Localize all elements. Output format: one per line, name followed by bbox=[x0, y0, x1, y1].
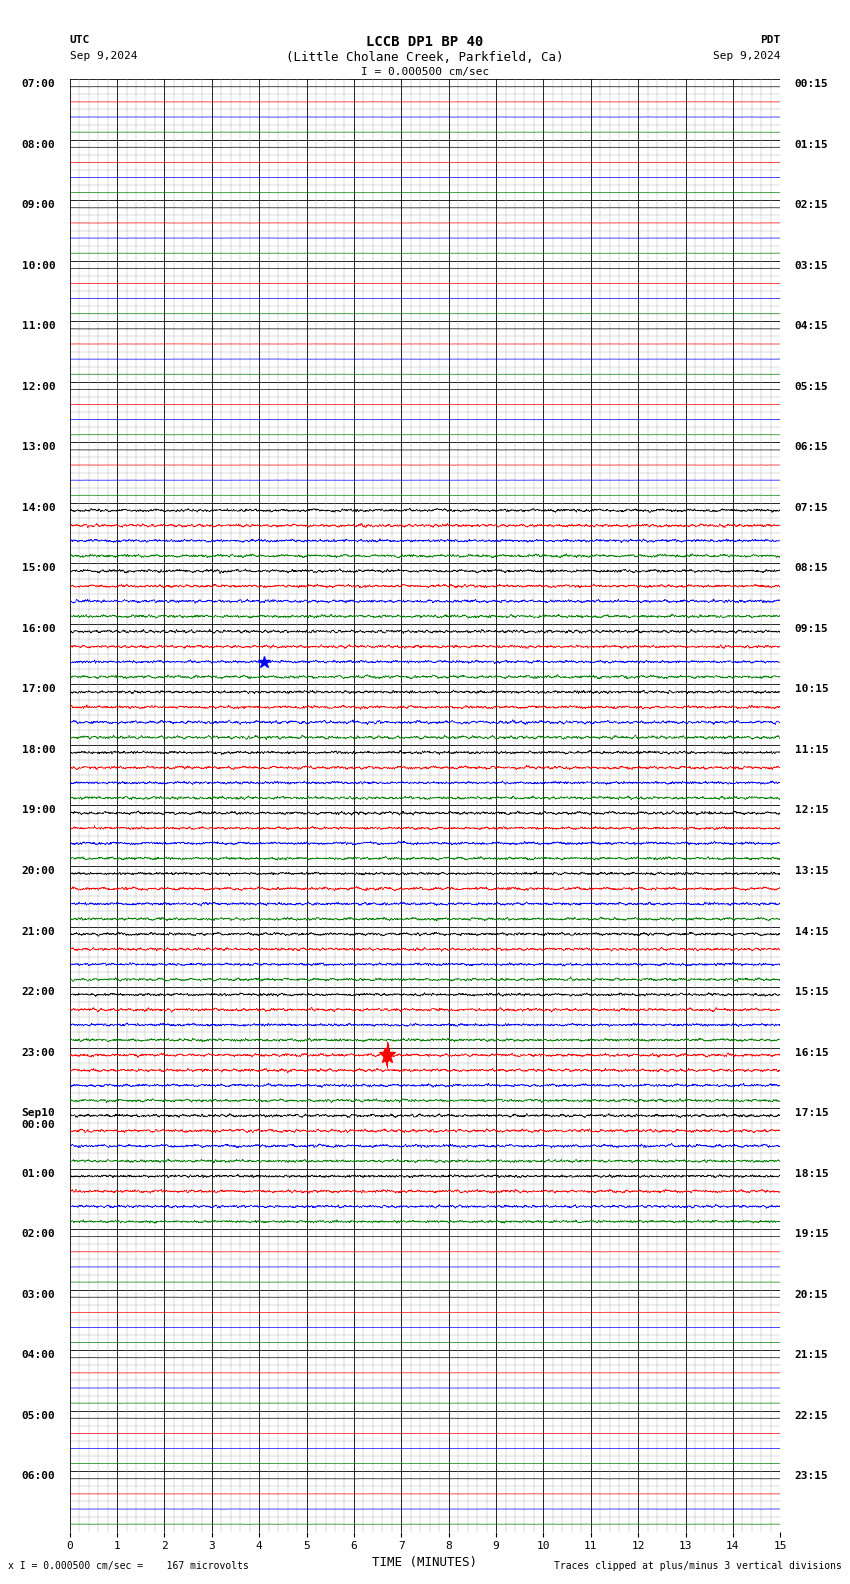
Text: 14:15: 14:15 bbox=[795, 927, 828, 936]
Text: 13:15: 13:15 bbox=[795, 866, 828, 876]
Text: 03:15: 03:15 bbox=[795, 261, 828, 271]
Text: 23:15: 23:15 bbox=[795, 1472, 828, 1481]
Text: 22:15: 22:15 bbox=[795, 1411, 828, 1421]
Text: 15:00: 15:00 bbox=[22, 564, 55, 573]
Text: 07:00: 07:00 bbox=[22, 79, 55, 89]
Text: 20:00: 20:00 bbox=[22, 866, 55, 876]
X-axis label: TIME (MINUTES): TIME (MINUTES) bbox=[372, 1555, 478, 1568]
Text: 14:00: 14:00 bbox=[22, 502, 55, 513]
Text: 17:00: 17:00 bbox=[22, 684, 55, 694]
Text: 19:00: 19:00 bbox=[22, 805, 55, 816]
Text: 09:00: 09:00 bbox=[22, 200, 55, 211]
Text: 22:00: 22:00 bbox=[22, 987, 55, 996]
Text: 01:00: 01:00 bbox=[22, 1169, 55, 1178]
Text: Sep 9,2024: Sep 9,2024 bbox=[70, 51, 137, 60]
Text: 10:00: 10:00 bbox=[22, 261, 55, 271]
Text: 00:15: 00:15 bbox=[795, 79, 828, 89]
Text: 06:15: 06:15 bbox=[795, 442, 828, 453]
Text: 16:00: 16:00 bbox=[22, 624, 55, 634]
Text: 05:15: 05:15 bbox=[795, 382, 828, 391]
Text: 04:00: 04:00 bbox=[22, 1350, 55, 1361]
Text: 12:15: 12:15 bbox=[795, 805, 828, 816]
Text: 01:15: 01:15 bbox=[795, 139, 828, 150]
Text: I = 0.000500 cm/sec: I = 0.000500 cm/sec bbox=[361, 67, 489, 76]
Text: 17:15: 17:15 bbox=[795, 1109, 828, 1118]
Text: x I = 0.000500 cm/sec =    167 microvolts: x I = 0.000500 cm/sec = 167 microvolts bbox=[8, 1562, 249, 1571]
Text: 02:15: 02:15 bbox=[795, 200, 828, 211]
Text: 23:00: 23:00 bbox=[22, 1047, 55, 1058]
Text: 15:15: 15:15 bbox=[795, 987, 828, 996]
Text: Sep10
00:00: Sep10 00:00 bbox=[22, 1109, 55, 1129]
Text: (Little Cholane Creek, Parkfield, Ca): (Little Cholane Creek, Parkfield, Ca) bbox=[286, 51, 564, 63]
Text: 10:15: 10:15 bbox=[795, 684, 828, 694]
Text: 12:00: 12:00 bbox=[22, 382, 55, 391]
Text: 16:15: 16:15 bbox=[795, 1047, 828, 1058]
Text: 03:00: 03:00 bbox=[22, 1289, 55, 1299]
Text: 11:15: 11:15 bbox=[795, 744, 828, 756]
Text: 13:00: 13:00 bbox=[22, 442, 55, 453]
Text: Sep 9,2024: Sep 9,2024 bbox=[713, 51, 780, 60]
Text: 07:15: 07:15 bbox=[795, 502, 828, 513]
Text: LCCB DP1 BP 40: LCCB DP1 BP 40 bbox=[366, 35, 484, 49]
Text: 20:15: 20:15 bbox=[795, 1289, 828, 1299]
Text: 08:15: 08:15 bbox=[795, 564, 828, 573]
Text: 08:00: 08:00 bbox=[22, 139, 55, 150]
Text: 05:00: 05:00 bbox=[22, 1411, 55, 1421]
Text: 18:15: 18:15 bbox=[795, 1169, 828, 1178]
Text: 21:15: 21:15 bbox=[795, 1350, 828, 1361]
Text: 04:15: 04:15 bbox=[795, 322, 828, 331]
Text: 11:00: 11:00 bbox=[22, 322, 55, 331]
Text: UTC: UTC bbox=[70, 35, 90, 44]
Text: 21:00: 21:00 bbox=[22, 927, 55, 936]
Text: 18:00: 18:00 bbox=[22, 744, 55, 756]
Text: Traces clipped at plus/minus 3 vertical divisions: Traces clipped at plus/minus 3 vertical … bbox=[553, 1562, 842, 1571]
Text: 06:00: 06:00 bbox=[22, 1472, 55, 1481]
Text: 19:15: 19:15 bbox=[795, 1229, 828, 1239]
Text: 02:00: 02:00 bbox=[22, 1229, 55, 1239]
Text: PDT: PDT bbox=[760, 35, 780, 44]
Text: 09:15: 09:15 bbox=[795, 624, 828, 634]
